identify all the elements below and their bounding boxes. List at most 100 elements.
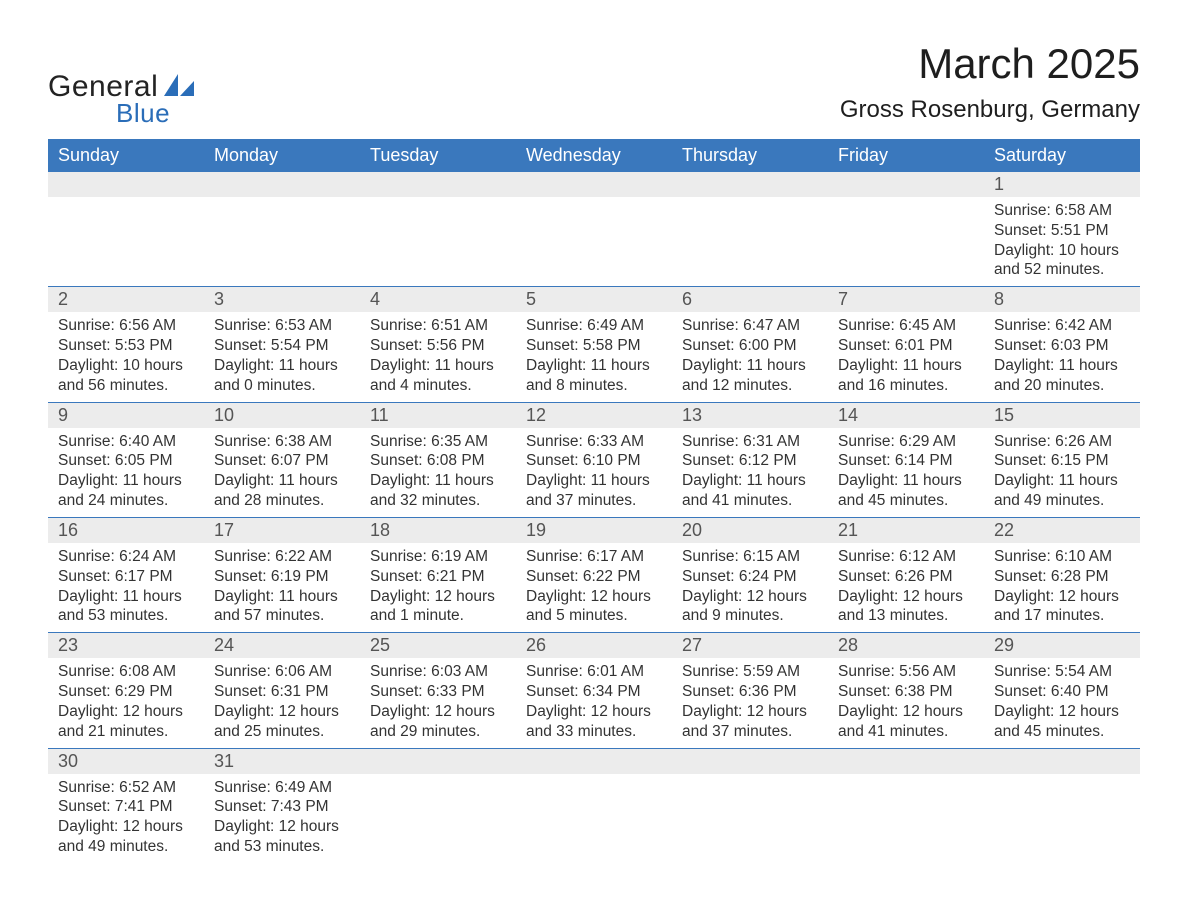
day-number-cell: 28	[828, 633, 984, 659]
day-detail-cell: Sunrise: 6:15 AMSunset: 6:24 PMDaylight:…	[672, 543, 828, 633]
sunrise-line: Sunrise: 6:40 AM	[58, 432, 194, 452]
day-detail-cell: Sunrise: 5:56 AMSunset: 6:38 PMDaylight:…	[828, 658, 984, 748]
sunrise-line: Sunrise: 6:17 AM	[526, 547, 662, 567]
sunrise-line: Sunrise: 6:42 AM	[994, 316, 1130, 336]
day-detail-cell: Sunrise: 6:35 AMSunset: 6:08 PMDaylight:…	[360, 428, 516, 518]
sunset-line: Sunset: 5:54 PM	[214, 336, 350, 356]
day-detail-cell: Sunrise: 6:53 AMSunset: 5:54 PMDaylight:…	[204, 312, 360, 402]
sunset-line: Sunset: 6:01 PM	[838, 336, 974, 356]
sunrise-line: Sunrise: 6:15 AM	[682, 547, 818, 567]
day-detail-cell: Sunrise: 5:54 AMSunset: 6:40 PMDaylight:…	[984, 658, 1140, 748]
day-number-cell: 15	[984, 402, 1140, 428]
sunset-line: Sunset: 6:19 PM	[214, 567, 350, 587]
day-detail-cell: Sunrise: 6:10 AMSunset: 6:28 PMDaylight:…	[984, 543, 1140, 633]
sunrise-line: Sunrise: 6:56 AM	[58, 316, 194, 336]
sunrise-line: Sunrise: 6:45 AM	[838, 316, 974, 336]
daylight-line: Daylight: 11 hours and 8 minutes.	[526, 356, 662, 396]
day-number-cell: 8	[984, 287, 1140, 313]
day-detail-cell	[828, 197, 984, 287]
daylight-line: Daylight: 11 hours and 41 minutes.	[682, 471, 818, 511]
sunset-line: Sunset: 6:14 PM	[838, 451, 974, 471]
dow-wednesday: Wednesday	[516, 139, 672, 172]
day-detail-cell	[828, 774, 984, 863]
sunrise-line: Sunrise: 6:58 AM	[994, 201, 1130, 221]
daylight-line: Daylight: 11 hours and 16 minutes.	[838, 356, 974, 396]
day-number-cell	[204, 172, 360, 197]
sunset-line: Sunset: 6:40 PM	[994, 682, 1130, 702]
sunset-line: Sunset: 6:38 PM	[838, 682, 974, 702]
day-number-cell: 21	[828, 517, 984, 543]
day-detail-cell: Sunrise: 6:42 AMSunset: 6:03 PMDaylight:…	[984, 312, 1140, 402]
day-number-cell: 13	[672, 402, 828, 428]
week-detail-row: Sunrise: 6:56 AMSunset: 5:53 PM Daylight:…	[48, 312, 1140, 402]
daylight-line: Daylight: 10 hours and 52 minutes.	[994, 241, 1130, 281]
day-number-cell	[516, 172, 672, 197]
sunrise-line: Sunrise: 6:31 AM	[682, 432, 818, 452]
week-number-row: 9101112131415	[48, 402, 1140, 428]
daylight-line: Daylight: 11 hours and 32 minutes.	[370, 471, 506, 511]
day-number-cell: 20	[672, 517, 828, 543]
day-number-cell: 25	[360, 633, 516, 659]
day-detail-cell: Sunrise: 6:12 AMSunset: 6:26 PMDaylight:…	[828, 543, 984, 633]
logo-sail-icon	[164, 74, 194, 101]
daylight-line: Daylight: 12 hours and 13 minutes.	[838, 587, 974, 627]
daylight-line: Daylight: 11 hours and 45 minutes.	[838, 471, 974, 511]
day-number-cell	[672, 172, 828, 197]
daylight-line: Daylight: 12 hours and 29 minutes.	[370, 702, 506, 742]
day-number-cell: 29	[984, 633, 1140, 659]
day-number-cell	[48, 172, 204, 197]
calendar-table: Sunday Monday Tuesday Wednesday Thursday…	[48, 139, 1140, 863]
sunrise-line: Sunrise: 6:49 AM	[214, 778, 350, 798]
daylight-line: Daylight: 11 hours and 57 minutes.	[214, 587, 350, 627]
week-detail-row: Sunrise: 6:58 AMSunset: 5:51 PMDaylight:…	[48, 197, 1140, 287]
sunrise-line: Sunrise: 6:24 AM	[58, 547, 194, 567]
day-detail-cell: Sunrise: 6:24 AMSunset: 6:17 PMDaylight:…	[48, 543, 204, 633]
sunset-line: Sunset: 6:15 PM	[994, 451, 1130, 471]
day-detail-cell: Sunrise: 6:08 AMSunset: 6:29 PMDaylight:…	[48, 658, 204, 748]
day-detail-cell	[984, 774, 1140, 863]
day-number-cell: 30	[48, 748, 204, 774]
daylight-line: Daylight: 12 hours and 41 minutes.	[838, 702, 974, 742]
day-number-cell	[672, 748, 828, 774]
header: General Blue March 2025 Gross Rosenburg,…	[48, 40, 1140, 129]
sunset-line: Sunset: 6:26 PM	[838, 567, 974, 587]
day-number-cell: 6	[672, 287, 828, 313]
daylight-line: Daylight: 11 hours and 49 minutes.	[994, 471, 1130, 511]
sunset-line: Sunset: 6:08 PM	[370, 451, 506, 471]
day-detail-cell: Sunrise: 6:03 AMSunset: 6:33 PMDaylight:…	[360, 658, 516, 748]
day-detail-cell: Sunrise: 6:06 AMSunset: 6:31 PMDaylight:…	[204, 658, 360, 748]
sunset-line: Sunset: 6:05 PM	[58, 451, 194, 471]
daylight-line: Daylight: 12 hours and 53 minutes.	[214, 817, 350, 857]
sunrise-line: Sunrise: 6:19 AM	[370, 547, 506, 567]
day-number-cell	[984, 748, 1140, 774]
sunrise-line: Sunrise: 6:26 AM	[994, 432, 1130, 452]
sunrise-line: Sunrise: 6:10 AM	[994, 547, 1130, 567]
day-detail-cell: Sunrise: 6:29 AMSunset: 6:14 PMDaylight:…	[828, 428, 984, 518]
day-detail-cell	[516, 774, 672, 863]
day-number-cell: 1	[984, 172, 1140, 197]
sunset-line: Sunset: 5:53 PM	[58, 336, 194, 356]
sunrise-line: Sunrise: 6:29 AM	[838, 432, 974, 452]
day-number-cell: 2	[48, 287, 204, 313]
sunset-line: Sunset: 6:31 PM	[214, 682, 350, 702]
week-detail-row: Sunrise: 6:40 AMSunset: 6:05 PM Daylight:…	[48, 428, 1140, 518]
day-detail-cell: Sunrise: 6:51 AMSunset: 5:56 PMDaylight:…	[360, 312, 516, 402]
day-detail-cell: Sunrise: 6:40 AMSunset: 6:05 PMDaylight:…	[48, 428, 204, 518]
day-detail-cell: Sunrise: 5:59 AMSunset: 6:36 PMDaylight:…	[672, 658, 828, 748]
day-number-cell	[828, 748, 984, 774]
day-number-cell: 10	[204, 402, 360, 428]
sunrise-line: Sunrise: 6:47 AM	[682, 316, 818, 336]
day-number-cell	[828, 172, 984, 197]
day-number-cell: 11	[360, 402, 516, 428]
week-detail-row: Sunrise: 6:52 AMSunset: 7:41 PMDaylight:…	[48, 774, 1140, 863]
daylight-line: Daylight: 11 hours and 37 minutes.	[526, 471, 662, 511]
day-detail-cell: Sunrise: 6:33 AMSunset: 6:10 PMDaylight:…	[516, 428, 672, 518]
sunset-line: Sunset: 6:10 PM	[526, 451, 662, 471]
daylight-line: Daylight: 11 hours and 4 minutes.	[370, 356, 506, 396]
sunrise-line: Sunrise: 6:06 AM	[214, 662, 350, 682]
sunset-line: Sunset: 6:29 PM	[58, 682, 194, 702]
week-number-row: 23242526272829	[48, 633, 1140, 659]
day-of-week-row: Sunday Monday Tuesday Wednesday Thursday…	[48, 139, 1140, 172]
day-detail-cell	[360, 197, 516, 287]
sunrise-line: Sunrise: 6:12 AM	[838, 547, 974, 567]
